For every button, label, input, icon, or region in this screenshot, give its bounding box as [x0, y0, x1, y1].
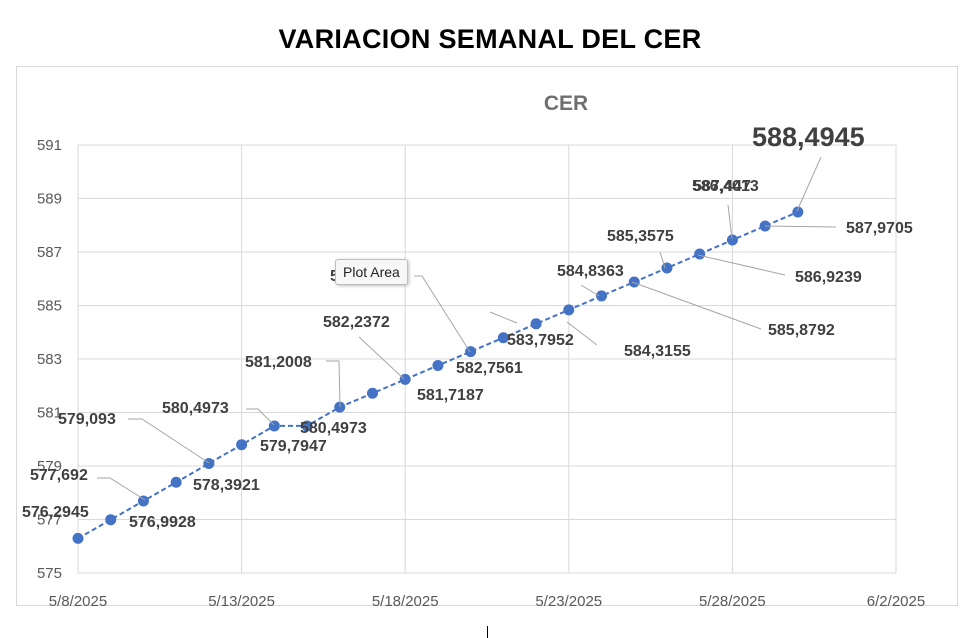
- data-point: [334, 401, 346, 413]
- data-point: [661, 262, 673, 274]
- data-label: 583,7952: [507, 332, 574, 349]
- data-point: [530, 318, 542, 330]
- x-tick-label: 6/2/2025: [867, 593, 925, 610]
- data-point: [137, 495, 149, 507]
- y-tick-label: 579: [37, 458, 62, 475]
- x-tick-label: 5/23/2025: [535, 593, 602, 610]
- label-leader-line: [727, 204, 733, 240]
- data-point: [432, 360, 444, 372]
- data-point: [366, 387, 378, 399]
- data-label: 587,447: [693, 178, 751, 195]
- data-label: 584,8363: [557, 263, 624, 280]
- data-point: [72, 532, 84, 544]
- label-leader-line: [764, 225, 837, 228]
- series-line: [77, 211, 799, 540]
- x-tick-label: 5/13/2025: [208, 593, 275, 610]
- data-label: 582,2372: [323, 314, 390, 331]
- y-tick-label: 575: [37, 565, 62, 582]
- data-point: [694, 248, 706, 260]
- data-label: 584,3155: [624, 343, 691, 360]
- data-point: [105, 514, 117, 526]
- label-leader-line: [631, 281, 762, 330]
- label-leader-line: [358, 336, 405, 380]
- label-leader-line: [128, 418, 210, 464]
- data-point: [203, 458, 215, 470]
- label-leader-line: [97, 477, 146, 501]
- y-tick-label: 583: [37, 351, 62, 368]
- data-label: 581,7187: [417, 387, 484, 404]
- data-label: 580,4973: [162, 400, 229, 417]
- label-leader-line: [326, 360, 341, 408]
- x-tick-label: 5/18/2025: [372, 593, 439, 610]
- data-label: 579,7947: [260, 438, 327, 455]
- data-label: 580,4973: [300, 420, 367, 437]
- data-label: 5: [330, 268, 339, 285]
- data-label: 585,8792: [768, 322, 835, 339]
- label-leader-line: [246, 408, 275, 426]
- data-point: [301, 420, 313, 432]
- data-point: [236, 439, 248, 451]
- label-leader-line: [659, 251, 666, 269]
- plot-area-tooltip: Plot Area: [335, 259, 408, 285]
- x-tick-label: 5/28/2025: [699, 593, 766, 610]
- label-leader-line: [414, 275, 471, 353]
- data-label: 578,3921: [193, 477, 260, 494]
- data-label: 586,9239: [795, 269, 862, 286]
- page-title: VARIACION SEMANAL DEL CER: [278, 24, 702, 54]
- data-point: [563, 304, 575, 316]
- data-point: [399, 373, 411, 385]
- data-label: 586,4013: [692, 178, 759, 195]
- y-tick-label: 591: [37, 137, 62, 154]
- data-label: 585,3575: [607, 228, 674, 245]
- data-label: 582,7561: [456, 360, 523, 377]
- chart-title: CER: [544, 92, 588, 115]
- data-label: 577,692: [30, 467, 88, 484]
- data-label: 579,093: [58, 411, 116, 428]
- x-tick-label: 5/8/2025: [49, 593, 107, 610]
- y-tick-label: 581: [37, 405, 62, 422]
- y-tick-label: 577: [37, 512, 62, 529]
- y-tick-label: 585: [37, 298, 62, 315]
- data-point: [726, 234, 738, 246]
- data-point: [792, 206, 804, 218]
- label-leader-line: [566, 321, 598, 346]
- data-label: 576,9928: [129, 514, 196, 531]
- label-leader-line: [697, 254, 786, 276]
- data-point: [170, 476, 182, 488]
- data-label: 587,9705: [846, 220, 913, 237]
- data-point: [497, 332, 509, 344]
- y-tick-label: 589: [37, 191, 62, 208]
- label-leader-line: [796, 156, 822, 212]
- chart-frame[interactable]: [16, 66, 958, 606]
- text-cursor: [487, 626, 488, 638]
- y-tick-label: 587: [37, 244, 62, 261]
- data-point: [628, 276, 640, 288]
- label-leader-line: [580, 284, 600, 297]
- data-label: 588,4945: [752, 122, 865, 152]
- data-label: 581,2008: [245, 354, 312, 371]
- data-label: 576,2945: [22, 504, 89, 521]
- label-leader-line: [489, 311, 518, 324]
- data-point: [596, 290, 608, 302]
